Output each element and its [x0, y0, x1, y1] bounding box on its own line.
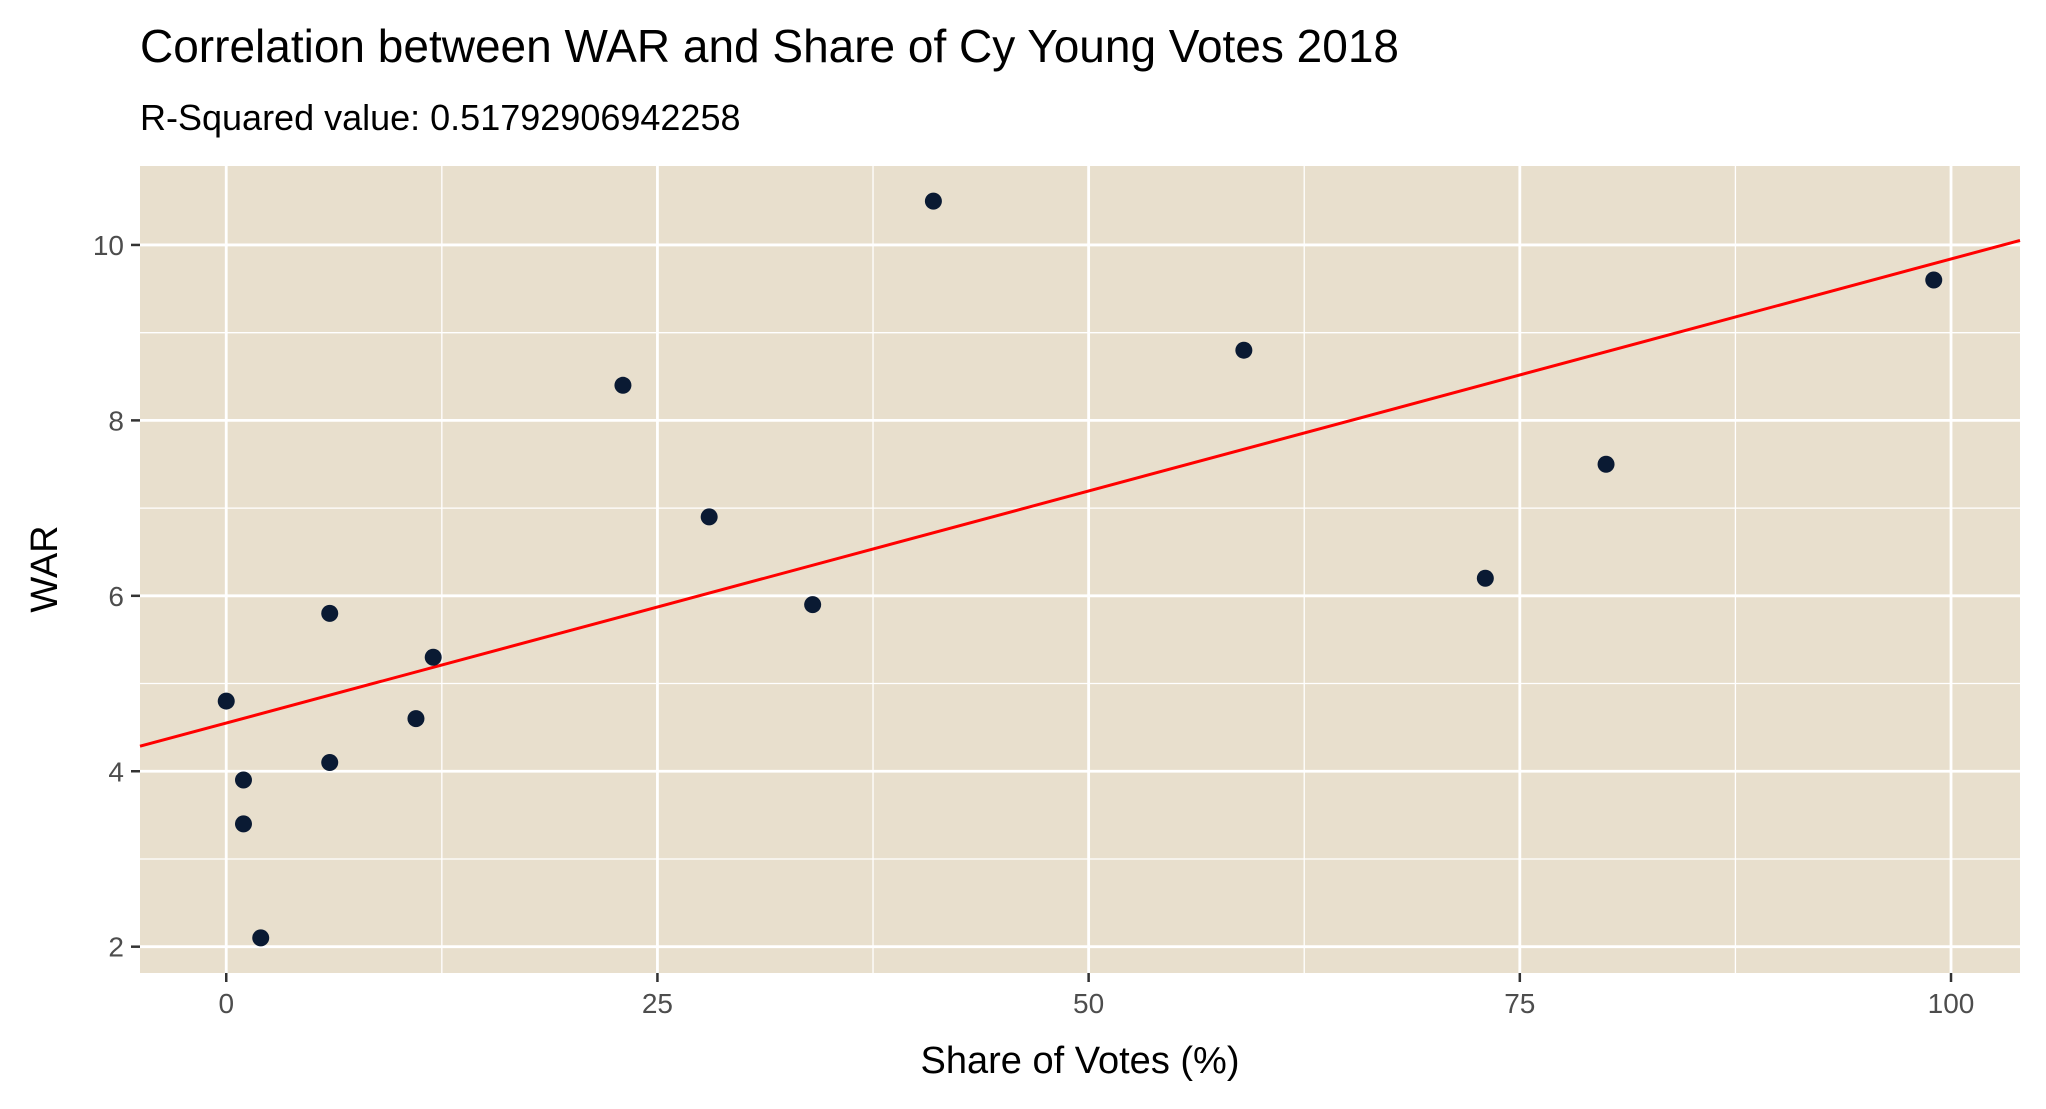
minor-gridlines — [140, 166, 2020, 973]
y-tick-label: 6 — [108, 581, 124, 612]
x-tick-label: 75 — [1504, 988, 1535, 1019]
data-point — [1597, 455, 1615, 473]
y-axis: 2 4 6 8 10 — [93, 230, 140, 963]
x-tick-label: 0 — [218, 988, 234, 1019]
data-point — [1476, 569, 1494, 587]
chart-subtitle: R-Squared value: 0.51792906942258 — [140, 97, 741, 138]
data-point — [321, 753, 339, 771]
y-tick-label: 10 — [93, 230, 124, 261]
data-point — [252, 929, 270, 947]
data-point — [614, 376, 632, 394]
plot-panel — [140, 166, 2020, 973]
trendline-layer — [139, 238, 2021, 748]
x-tick-label: 25 — [642, 988, 673, 1019]
data-point — [234, 771, 252, 789]
chart-title: Correlation between WAR and Share of Cy … — [140, 20, 1399, 72]
data-point — [217, 692, 235, 710]
x-tick-label: 100 — [1928, 988, 1975, 1019]
y-tick-label: 2 — [108, 932, 124, 963]
y-tick-label: 4 — [108, 756, 124, 787]
trendline — [139, 238, 2021, 748]
data-point — [234, 815, 252, 833]
major-gridlines — [140, 166, 2020, 973]
data-point — [924, 192, 942, 210]
data-point — [407, 710, 425, 728]
y-axis-title: WAR — [24, 525, 66, 612]
data-point — [1925, 271, 1943, 289]
points-layer — [217, 192, 1943, 947]
data-point — [424, 648, 442, 666]
x-axis-title: Share of Votes (%) — [921, 1040, 1240, 1082]
data-point — [700, 508, 718, 526]
data-point — [804, 596, 822, 614]
data-point — [1235, 341, 1253, 359]
data-point — [321, 604, 339, 622]
y-tick-label: 8 — [108, 405, 124, 436]
x-axis: 0 25 50 75 100 — [218, 973, 1974, 1019]
x-tick-label: 50 — [1073, 988, 1104, 1019]
